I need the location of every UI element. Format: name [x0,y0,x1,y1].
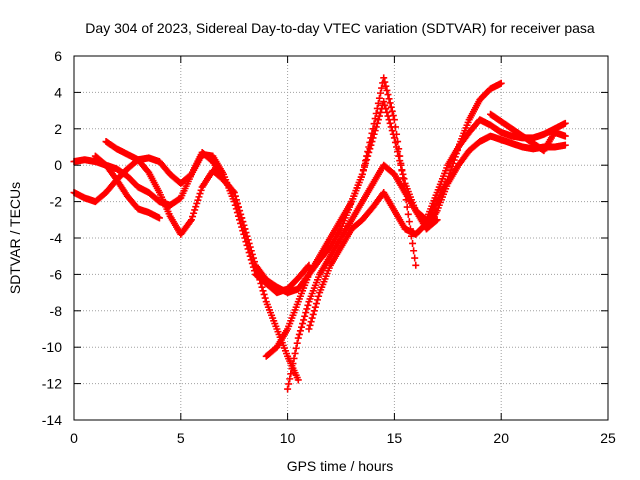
y-axis-label: SDTVAR / TECUs [7,182,23,294]
y-tick-label: -6 [50,266,63,282]
x-tick-label: 25 [600,430,616,446]
y-tick-label: -4 [50,230,63,246]
series-arc-5 [252,98,441,297]
marker-trail [262,74,420,360]
marker-trail [252,98,441,297]
marker-trail [422,132,569,233]
series-arc-7 [284,116,569,393]
y-tick-label: 4 [54,84,62,100]
axis-ticks: 0 5 10 15 20 25 -14 -12 -10 -8 -6 -4 -2 0 2 4 6 [42,48,616,446]
x-tick-label: 10 [280,430,296,446]
y-tick-label: -2 [50,194,63,210]
series-arc-9 [422,132,569,233]
y-tick-label: -8 [50,303,63,319]
y-tick-label: 6 [54,48,62,64]
marker-trail [91,152,163,222]
series-arc-6 [262,74,420,360]
marker-trail [487,110,569,155]
y-tick-label: -10 [42,339,62,355]
y-tick-label: 2 [54,121,62,137]
y-tick-label: 0 [54,157,62,173]
series-arc-2 [102,138,302,384]
x-tick-label: 20 [493,430,509,446]
x-axis-label: GPS time / hours [287,458,394,474]
chart-title: Day 304 of 2023, Sidereal Day-to-day VTE… [85,20,595,36]
marker-trail [284,116,569,393]
series-arc-10 [487,110,569,155]
marker-trail [305,79,505,333]
y-tick-label: -14 [42,412,62,428]
series-arc-4 [91,152,163,222]
x-tick-label: 15 [387,430,403,446]
x-tick-label: 5 [177,430,185,446]
y-tick-label: -12 [42,376,62,392]
series-arc-8 [305,79,505,333]
marker-trail [102,138,302,384]
data-points [70,74,569,393]
x-tick-label: 0 [70,430,78,446]
